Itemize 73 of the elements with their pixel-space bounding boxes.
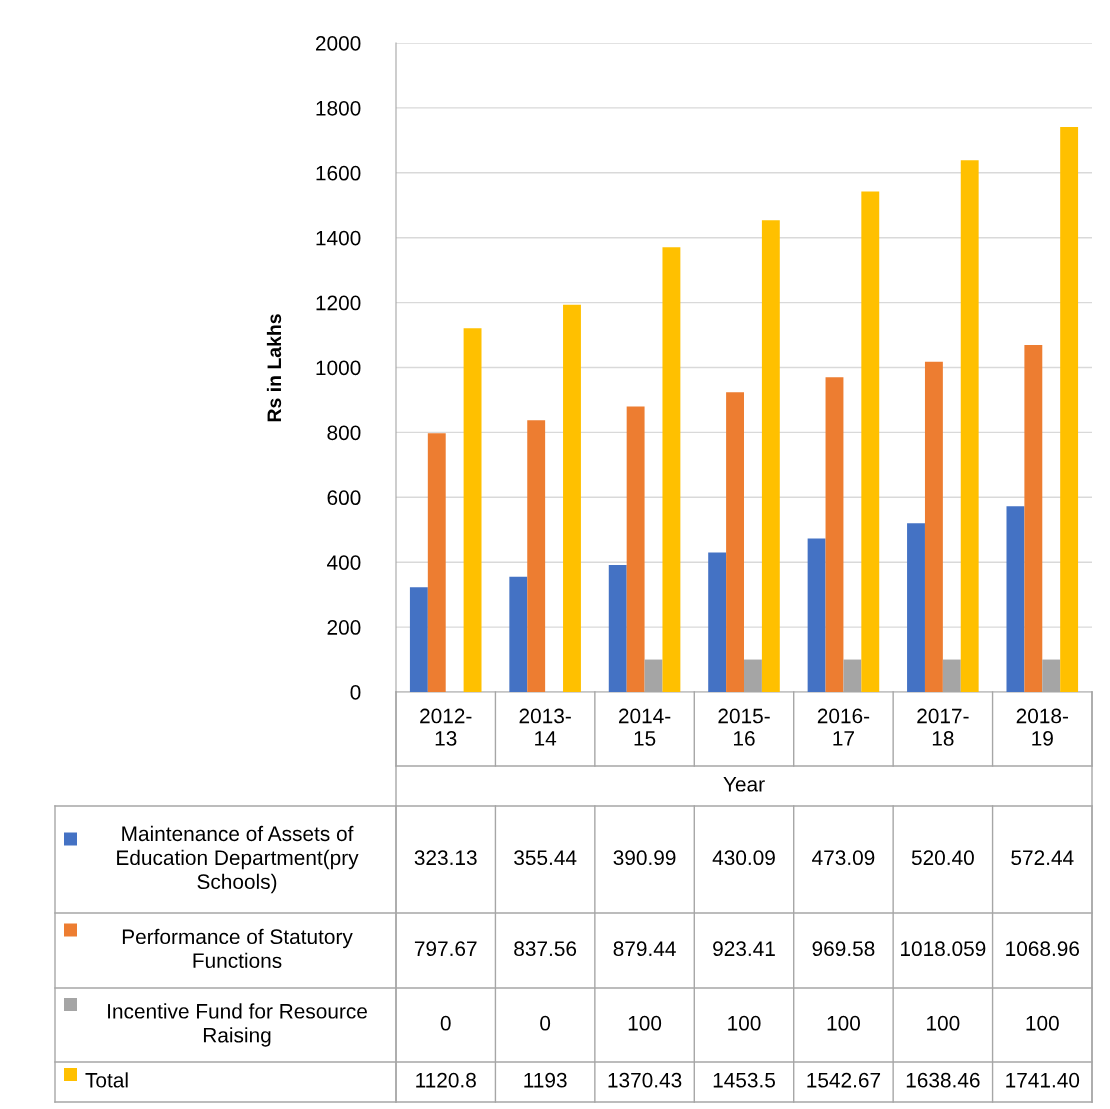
data-label: 1068.96 bbox=[1006, 941, 1080, 957]
data-label: 879.44 bbox=[613, 941, 676, 957]
legend-label: Performance of Statutory Functions bbox=[122, 928, 353, 969]
y-tick-label: 0 bbox=[350, 685, 361, 700]
data-label: 1741.40 bbox=[1006, 1072, 1080, 1088]
bar bbox=[626, 406, 645, 692]
bar bbox=[427, 433, 446, 692]
data-label: 1193 bbox=[524, 1072, 567, 1088]
data-label: 1453.5 bbox=[713, 1072, 775, 1088]
bar bbox=[509, 576, 528, 692]
bar bbox=[662, 247, 681, 692]
y-tick-label: 200 bbox=[327, 620, 361, 635]
data-label: 100 bbox=[927, 1015, 960, 1031]
data-label: 430.09 bbox=[712, 850, 775, 866]
data-label: 0 bbox=[540, 1015, 551, 1031]
x-tick-label: 2015-16 bbox=[718, 708, 770, 746]
data-label: 323.13 bbox=[414, 850, 477, 866]
data-label: 473.09 bbox=[812, 850, 875, 866]
data-label: 100 bbox=[628, 1015, 662, 1031]
bar bbox=[825, 377, 844, 692]
y-tick-label: 1200 bbox=[316, 295, 361, 311]
y-tick-label: 1800 bbox=[316, 100, 361, 116]
data-label: 355.44 bbox=[514, 850, 577, 866]
legend-label: Maintenance of Assets of Education Department(pry Schools) bbox=[117, 825, 359, 894]
x-tick-label: 2012-13 bbox=[420, 708, 472, 746]
bar bbox=[1060, 126, 1079, 692]
data-label: 100 bbox=[728, 1015, 761, 1031]
y-tick-label: 2000 bbox=[315, 36, 361, 51]
y-tick-label: 1000 bbox=[316, 360, 361, 376]
legend-label: Total bbox=[85, 1072, 128, 1088]
bar bbox=[527, 420, 546, 692]
y-tick-label: 400 bbox=[327, 555, 361, 570]
data-label: 837.56 bbox=[514, 941, 577, 957]
x-tick-label: 2017-18 bbox=[917, 708, 969, 746]
data-label: 1542.67 bbox=[807, 1072, 881, 1088]
bar bbox=[708, 552, 727, 692]
data-label: 1018.059 bbox=[901, 941, 986, 957]
data-label: 520.40 bbox=[911, 850, 974, 866]
bar bbox=[907, 523, 925, 692]
data-label: 969.58 bbox=[812, 941, 875, 957]
y-tick-label: 1600 bbox=[316, 165, 361, 181]
y-axis-title: Rs in Lakhs bbox=[266, 314, 282, 422]
bar bbox=[608, 565, 627, 692]
data-label: 1120.8 bbox=[416, 1072, 476, 1088]
data-label: 1370.43 bbox=[608, 1072, 682, 1088]
x-tick-label: 2013-14 bbox=[519, 708, 571, 746]
bar bbox=[409, 587, 428, 692]
bar bbox=[463, 328, 482, 692]
bar bbox=[924, 361, 943, 692]
y-tick-label: 800 bbox=[327, 425, 361, 441]
data-label: 390.99 bbox=[613, 850, 676, 866]
data-label: 0 bbox=[440, 1015, 451, 1031]
legend-label: Incentive Fund for Resource Raising bbox=[108, 1003, 367, 1047]
bar bbox=[960, 160, 979, 692]
data-label: 100 bbox=[1026, 1015, 1059, 1031]
bar bbox=[861, 191, 880, 692]
x-axis-title: Year bbox=[723, 777, 765, 792]
data-label: 572.44 bbox=[1011, 850, 1074, 866]
x-tick-label: 2016-17 bbox=[817, 708, 870, 746]
data-label: 1638.46 bbox=[906, 1072, 980, 1088]
bar bbox=[563, 304, 581, 692]
x-tick-label: 2018-19 bbox=[1016, 708, 1069, 746]
bar bbox=[1024, 345, 1043, 692]
data-label: 797.67 bbox=[414, 941, 477, 957]
data-label: 100 bbox=[827, 1015, 860, 1031]
data-label: 923.41 bbox=[713, 941, 775, 957]
bar bbox=[807, 538, 826, 692]
x-tick-label: 2014-15 bbox=[618, 708, 671, 746]
bar bbox=[761, 220, 780, 692]
y-tick-label: 600 bbox=[327, 490, 361, 506]
bar bbox=[726, 392, 744, 692]
y-tick-label: 1400 bbox=[316, 230, 361, 246]
bar bbox=[1006, 506, 1025, 692]
